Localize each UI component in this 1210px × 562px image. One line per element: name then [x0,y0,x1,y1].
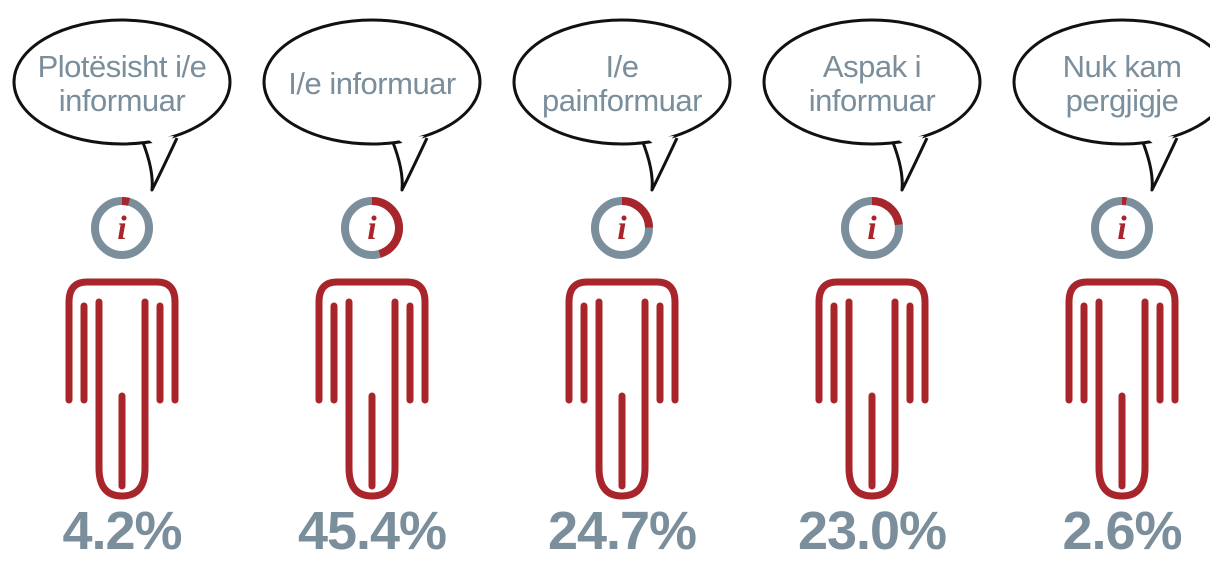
bubble-label: Nuk kam pergjigje [1037,50,1207,118]
person-arm [334,306,410,400]
person-arm [1084,306,1160,400]
icon-letter: i [1117,210,1127,247]
bubble-label: I/e informuar [287,67,457,101]
icon-letter: i [367,210,377,247]
icon-letter: i [617,210,627,247]
value-label: 2.6% [1002,500,1210,562]
value-label: 45.4% [252,500,492,562]
bubble-label: I/e painformuar [537,50,707,118]
person-arm [584,306,660,400]
person-arm [834,306,910,400]
value-label: 4.2% [2,500,242,562]
icon-letter: i [867,210,877,247]
icon-letter: i [117,210,127,247]
donut-segment [122,201,129,202]
bubble-label: Plotësisht i/e informuar [37,50,207,118]
person-arm [84,306,160,400]
value-label: 23.0% [752,500,992,562]
bubble-label: Aspak i informuar [787,50,957,118]
value-label: 24.7% [502,500,742,562]
